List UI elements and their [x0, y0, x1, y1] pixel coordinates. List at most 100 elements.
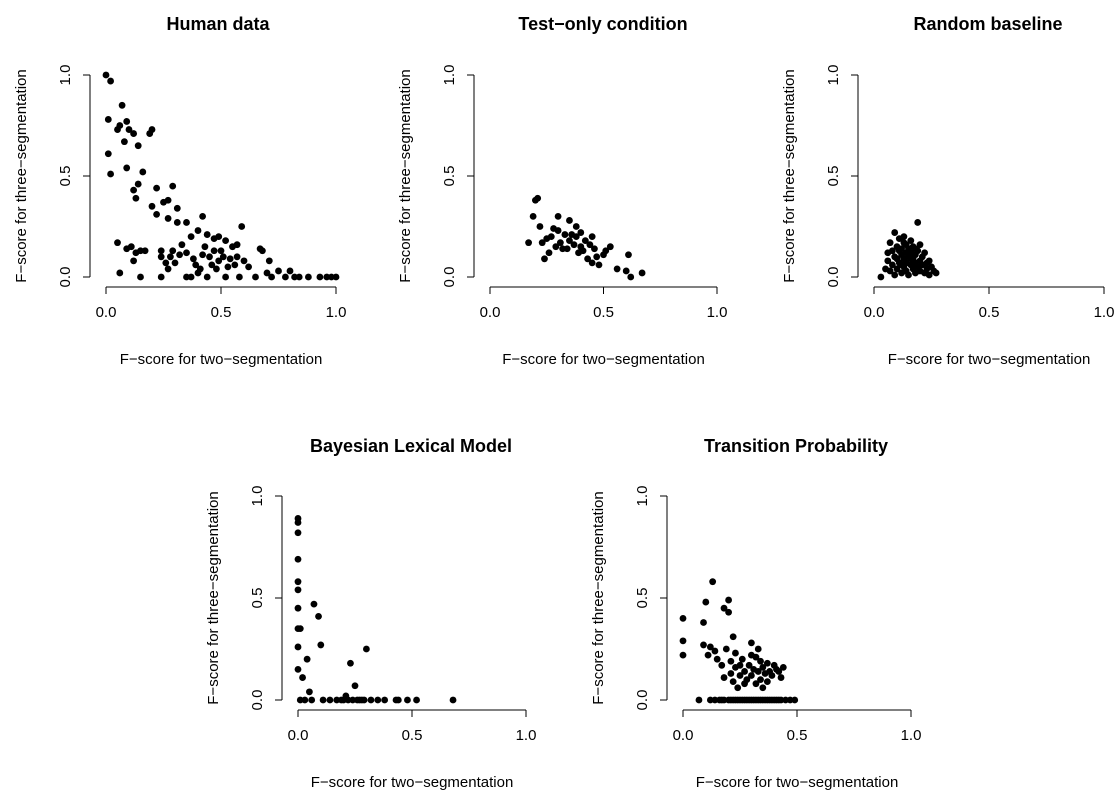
data-point	[215, 257, 223, 265]
data-point	[898, 261, 905, 269]
data-point	[157, 253, 165, 261]
x-tick-label: 0.0	[96, 304, 117, 321]
data-point	[534, 194, 542, 202]
data-point	[219, 253, 227, 261]
y-tick-label: 1.0	[441, 65, 458, 86]
chart-title: Bayesian Lexical Model	[310, 436, 512, 456]
data-point	[176, 251, 184, 259]
data-point	[201, 243, 209, 251]
data-point	[889, 261, 896, 269]
scatter-panel-5: Transition Probability 0.0 0.5 1.0 0.0 0.5 1.0…	[590, 436, 921, 791]
x-tick-label: 0.5	[593, 304, 614, 321]
data-point	[282, 273, 289, 281]
data-point	[563, 245, 571, 253]
data-point	[754, 668, 762, 675]
data-point	[745, 661, 753, 669]
data-point	[907, 255, 915, 263]
data-point	[183, 219, 190, 226]
data-point	[394, 696, 402, 704]
chart-title: Test−only condition	[518, 14, 687, 34]
data-point	[886, 267, 894, 275]
x-tick-label: 0.5	[979, 304, 1000, 321]
data-point	[768, 672, 776, 679]
data-point	[759, 663, 767, 671]
data-point	[727, 670, 735, 677]
data-point	[884, 257, 892, 265]
data-point	[137, 273, 144, 281]
data-point	[294, 519, 302, 526]
x-tick-label: 0.0	[480, 304, 501, 321]
x-tick-label: 0.0	[673, 727, 694, 744]
data-point	[114, 239, 121, 247]
data-point	[886, 239, 894, 247]
data-point	[381, 696, 389, 704]
data-point	[148, 126, 156, 133]
data-point	[123, 164, 131, 172]
data-point	[203, 231, 211, 238]
data-point	[294, 586, 302, 594]
x-tick-label: 0.0	[864, 304, 885, 321]
x-axis-label: F−score for two−segmentation	[502, 351, 705, 368]
data-point	[169, 247, 177, 255]
data-point	[203, 273, 211, 281]
data-point	[638, 269, 646, 277]
data-point	[763, 659, 771, 667]
data-point	[413, 696, 420, 704]
data-point	[591, 245, 598, 253]
data-point	[367, 696, 375, 704]
data-point	[709, 578, 717, 586]
data-point	[889, 247, 896, 255]
data-point	[541, 255, 548, 263]
y-tick-label: 0.0	[825, 267, 842, 288]
data-point	[208, 261, 216, 269]
data-point	[210, 247, 218, 255]
data-point	[752, 653, 760, 661]
data-point	[586, 241, 594, 249]
data-point	[554, 227, 562, 234]
data-point	[268, 273, 275, 281]
data-point	[779, 663, 787, 671]
data-point	[572, 233, 580, 241]
data-point	[236, 273, 243, 281]
data-point	[265, 257, 273, 265]
data-point	[613, 265, 621, 273]
data-point	[308, 696, 316, 704]
data-point	[130, 130, 138, 137]
data-point	[374, 696, 382, 704]
data-point	[178, 241, 186, 249]
data-point	[127, 243, 135, 251]
data-point	[107, 170, 114, 178]
data-point	[317, 641, 325, 649]
x-axis-label: F−score for two−segmentation	[311, 774, 514, 791]
data-point	[912, 245, 919, 253]
data-point	[907, 237, 915, 245]
data-point	[316, 273, 324, 281]
data-point	[217, 247, 225, 255]
data-point	[123, 118, 131, 125]
data-point	[722, 645, 730, 653]
data-point	[741, 668, 748, 675]
data-point	[125, 126, 133, 133]
data-point	[294, 578, 302, 586]
data-point	[107, 77, 114, 85]
data-point	[332, 273, 340, 281]
data-point	[229, 243, 236, 251]
data-point	[226, 255, 234, 263]
data-point	[602, 247, 610, 255]
data-point	[130, 257, 138, 265]
data-point	[893, 265, 901, 273]
x-tick-label: 0.5	[402, 727, 423, 744]
data-point	[729, 678, 737, 686]
data-point	[319, 696, 327, 704]
data-point	[706, 643, 714, 651]
y-axis-label: F−score for three−segmentation	[781, 69, 798, 282]
data-point	[627, 273, 635, 281]
data-point	[233, 253, 241, 261]
data-point	[729, 633, 737, 641]
data-point	[222, 273, 230, 281]
y-axis-label: F−score for three−segmentation	[205, 491, 222, 704]
y-tick-label: 0.0	[441, 267, 458, 288]
data-point	[552, 243, 560, 251]
data-point	[752, 680, 760, 688]
x-axis-label: F−score for two−segmentation	[696, 774, 899, 791]
